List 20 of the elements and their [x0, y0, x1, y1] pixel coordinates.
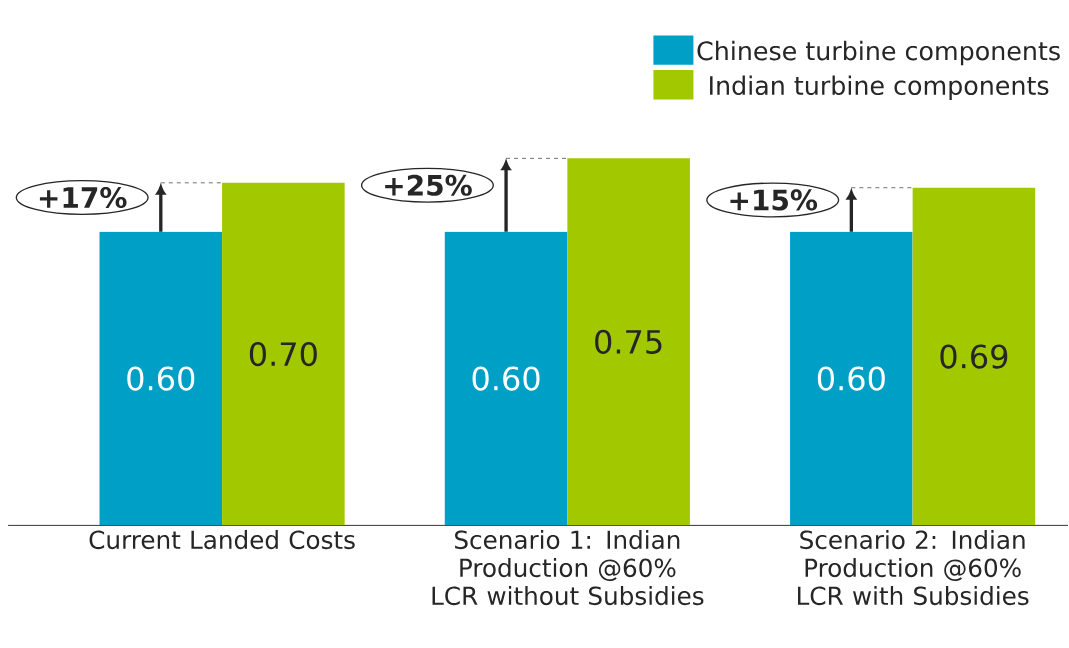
data-label: 0.70	[249, 341, 317, 367]
annotation: +17%	[39, 186, 127, 209]
legend-label: Indian turbine components	[710, 75, 1049, 100]
bar	[912, 187, 1036, 526]
data-label: 0.69	[940, 344, 1008, 369]
x-tick-label: Current Landed Costs	[89, 530, 355, 550]
bar	[790, 231, 913, 526]
legend-label: Chinese turbine components	[697, 40, 1060, 66]
bar	[444, 231, 568, 526]
x-tick-label: Scenario 1: Indian Production @60% LCR without Subsidies	[432, 530, 704, 606]
bar	[99, 231, 223, 526]
bar	[567, 158, 690, 526]
data-label: 0.60	[817, 366, 885, 391]
data-label: 0.60	[472, 366, 540, 391]
data-label: 0.75	[595, 329, 662, 354]
data-label: 0.60	[127, 366, 195, 391]
x-tick-label: Scenario 2: Indian Production @60% LCR with Subsidies	[798, 530, 1029, 606]
bar	[222, 182, 345, 526]
annotation: +15%	[730, 189, 818, 211]
annotation: +25%	[385, 174, 472, 196]
